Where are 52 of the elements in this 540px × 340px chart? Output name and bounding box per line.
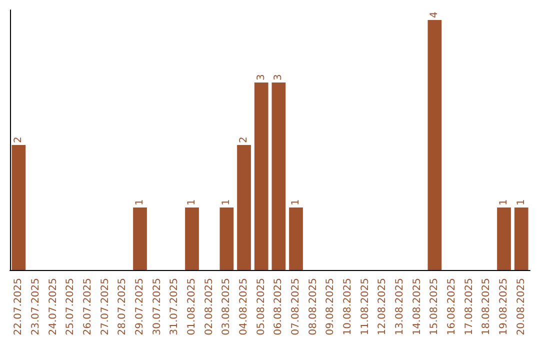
bar — [497, 208, 511, 270]
bar — [289, 208, 303, 270]
x-tick-label: 06.08.2025 — [273, 278, 284, 336]
bar — [237, 145, 251, 270]
x-tick-label: 19.08.2025 — [498, 278, 510, 336]
x-tick-label: 29.07.2025 — [134, 278, 146, 336]
x-tick-label: 20.08.2025 — [516, 278, 527, 336]
bar — [272, 82, 286, 270]
bar — [220, 208, 234, 270]
x-tick-label: 27.07.2025 — [100, 278, 111, 336]
x-tick-label: 08.08.2025 — [308, 278, 319, 336]
data-label: 4 — [429, 12, 440, 18]
x-tick-label: 10.08.2025 — [342, 278, 354, 336]
x-tick-label: 12.08.2025 — [377, 278, 388, 336]
x-tick-label: 25.07.2025 — [65, 278, 76, 336]
x-tick-label: 30.07.2025 — [152, 278, 163, 336]
x-tick-label: 16.08.2025 — [446, 278, 458, 336]
x-tick-label: 03.08.2025 — [221, 278, 232, 336]
x-tick-label: 09.08.2025 — [325, 278, 336, 336]
data-label: 1 — [498, 199, 510, 206]
bar — [133, 208, 147, 270]
data-label: 2 — [238, 136, 250, 143]
x-tick-label: 01.08.2025 — [186, 278, 198, 336]
x-tick-label: 13.08.2025 — [394, 278, 406, 336]
x-tick-label: 04.08.2025 — [238, 278, 250, 336]
data-label: 3 — [256, 74, 267, 80]
bar — [514, 208, 528, 270]
x-tick-label: 17.08.2025 — [464, 278, 475, 336]
bar — [185, 208, 199, 270]
x-tick-label: 02.08.2025 — [204, 278, 215, 336]
data-label: 2 — [13, 136, 24, 143]
x-tick-label: 26.07.2025 — [82, 278, 94, 336]
x-tick-label: 15.08.2025 — [429, 278, 440, 336]
data-label: 1 — [221, 199, 232, 206]
data-label: 1 — [134, 199, 146, 206]
data-label: 3 — [273, 74, 284, 80]
bar — [12, 145, 26, 270]
data-label: 1 — [290, 199, 302, 206]
x-tick-label: 05.08.2025 — [256, 278, 267, 336]
x-tick-label: 24.07.2025 — [48, 278, 59, 336]
x-tick-label: 07.08.2025 — [290, 278, 302, 336]
bar — [428, 20, 442, 270]
data-label: 1 — [516, 199, 527, 206]
data-label: 1 — [186, 199, 198, 206]
x-tick-label: 14.08.2025 — [412, 278, 423, 336]
bar — [254, 82, 268, 270]
x-tick-label: 31.07.2025 — [169, 278, 180, 336]
x-tick-label: 11.08.2025 — [360, 278, 371, 336]
x-tick-label: 28.07.2025 — [117, 278, 128, 336]
x-tick-label: 18.08.2025 — [481, 278, 492, 336]
x-tick-label: 23.07.2025 — [30, 278, 42, 336]
x-tick-label: 22.07.2025 — [13, 278, 24, 336]
